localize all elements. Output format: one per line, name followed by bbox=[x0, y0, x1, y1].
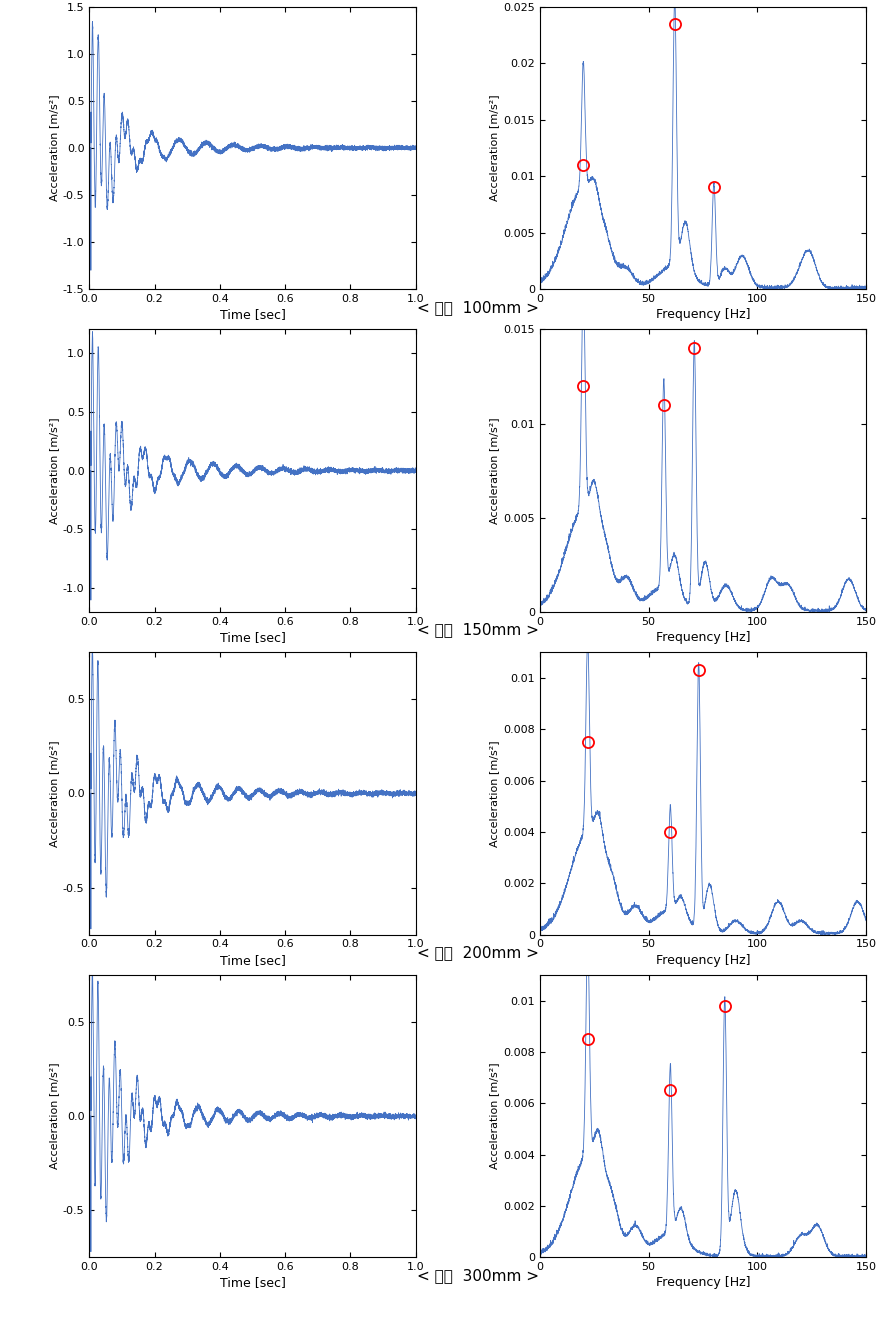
Y-axis label: Acceleration [m/s²]: Acceleration [m/s²] bbox=[48, 1063, 59, 1170]
Y-axis label: Acceleration [m/s²]: Acceleration [m/s²] bbox=[489, 1063, 499, 1170]
Y-axis label: Acceleration [m/s²]: Acceleration [m/s²] bbox=[48, 418, 59, 524]
Y-axis label: Acceleration [m/s²]: Acceleration [m/s²] bbox=[489, 418, 499, 524]
X-axis label: Frequency [Hz]: Frequency [Hz] bbox=[655, 631, 750, 644]
X-axis label: Time [sec]: Time [sec] bbox=[220, 307, 286, 321]
Y-axis label: Acceleration [m/s²]: Acceleration [m/s²] bbox=[489, 95, 499, 201]
Y-axis label: Acceleration [m/s²]: Acceleration [m/s²] bbox=[48, 740, 59, 847]
Y-axis label: Acceleration [m/s²]: Acceleration [m/s²] bbox=[48, 95, 59, 201]
X-axis label: Time [sec]: Time [sec] bbox=[220, 631, 286, 644]
X-axis label: Frequency [Hz]: Frequency [Hz] bbox=[655, 953, 750, 966]
Text: < 근입  300mm >: < 근입 300mm > bbox=[417, 1268, 538, 1283]
X-axis label: Frequency [Hz]: Frequency [Hz] bbox=[655, 307, 750, 321]
X-axis label: Frequency [Hz]: Frequency [Hz] bbox=[655, 1276, 750, 1290]
Text: < 근입  200mm >: < 근입 200mm > bbox=[417, 945, 538, 960]
Y-axis label: Acceleration [m/s²]: Acceleration [m/s²] bbox=[489, 740, 499, 847]
Text: < 근입  100mm >: < 근입 100mm > bbox=[417, 299, 538, 314]
X-axis label: Time [sec]: Time [sec] bbox=[220, 953, 286, 966]
X-axis label: Time [sec]: Time [sec] bbox=[220, 1276, 286, 1290]
Text: < 근입  150mm >: < 근입 150mm > bbox=[417, 623, 538, 638]
